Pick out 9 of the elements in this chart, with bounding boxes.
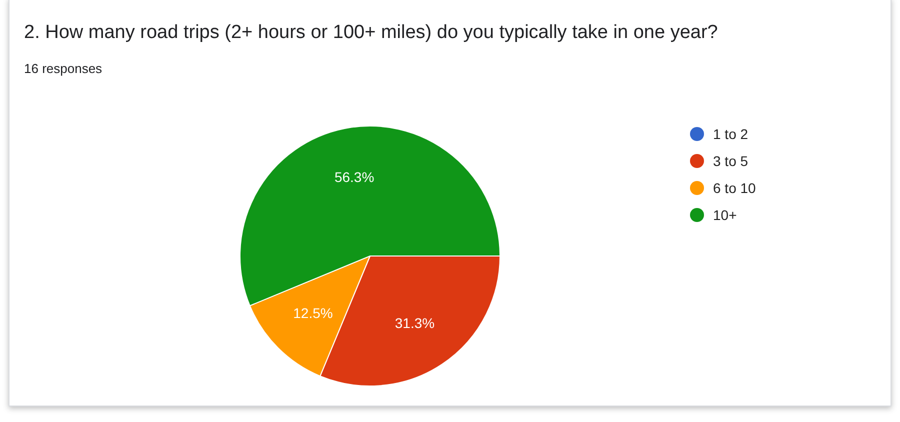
text: 16 responses [24, 61, 103, 76]
legend-label: 3 to 5 [713, 153, 748, 169]
legend-label: 6 to 10 [713, 180, 756, 196]
legend-label: 10+ [713, 207, 737, 223]
legend-label: 1 to 2 [713, 126, 748, 142]
data-label: 31.3% [394, 315, 435, 332]
data-label: 56.3% [334, 168, 374, 185]
chart-title: 2. How many road trips (2+ hours or 100+ miles) do you typically take in one year? [24, 22, 718, 43]
data-label: 12.5% [293, 304, 333, 321]
